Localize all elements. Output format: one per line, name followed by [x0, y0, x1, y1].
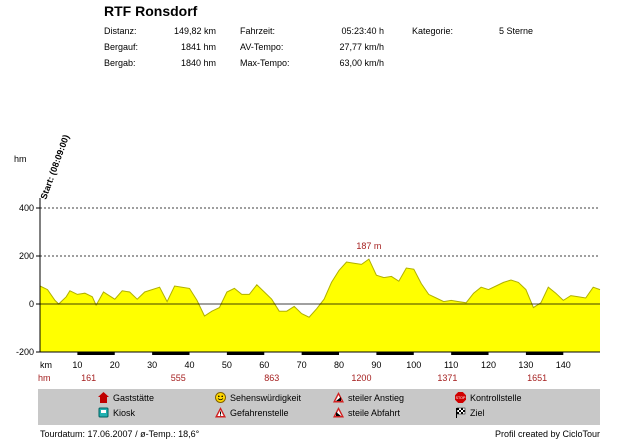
peak-annotation: 187 m — [356, 241, 381, 251]
axis-band — [301, 352, 340, 355]
legend-item-ziel: Ziel — [455, 407, 485, 418]
stat-value-avg-speed: 27,77 km/h — [339, 42, 384, 52]
stat-label-avg-speed: AV-Tempo: — [240, 42, 284, 52]
y-tick-label: -200 — [16, 347, 34, 357]
stat-label-category: Kategorie: — [412, 26, 454, 36]
hm-marker-label: 161 — [81, 373, 96, 383]
steep-descent-icon — [333, 407, 344, 418]
finish-flag-icon — [456, 407, 466, 418]
stat-value-max-speed: 63,00 km/h — [339, 58, 384, 68]
legend-item-gefahrenstelle: Gefahrenstelle — [215, 407, 289, 418]
stop-sign-icon: STOP — [455, 392, 466, 403]
stat-value-category: 5 Sterne — [499, 26, 534, 36]
hm-marker-label: 1651 — [527, 373, 547, 383]
x-tick-label: 70 — [297, 360, 307, 370]
legend-item-steiler-anstieg: steiler Anstieg — [333, 392, 404, 403]
elevation-line — [39, 258, 601, 318]
stat-label-ascent: Bergauf: — [104, 42, 139, 52]
y-tick-label: 400 — [19, 203, 34, 213]
x-tick-label: 120 — [481, 360, 496, 370]
hm-marker-label: 1371 — [437, 373, 457, 383]
axis-band — [77, 352, 115, 355]
axis-band — [226, 352, 265, 355]
x-tick-label: 10 — [72, 360, 82, 370]
stat-value-distance: 149,82 km — [173, 26, 216, 36]
steep-climb-icon — [333, 392, 344, 403]
x-tick-label: 110 — [444, 360, 458, 370]
kiosk-icon — [98, 407, 109, 418]
route-title: RTF Ronsdorf — [104, 3, 198, 19]
hm-marker-label: 555 — [171, 373, 186, 383]
x-axis-label: km — [40, 360, 52, 370]
legend-item-kiosk: Kiosk — [98, 407, 135, 418]
x-tick-label: 30 — [147, 360, 157, 370]
stat-label-time: Fahrzeit: — [240, 26, 276, 36]
legend-label: steile Abfahrt — [348, 407, 401, 418]
x-tick-label: 100 — [406, 360, 421, 370]
legend-item-gaststaette: Gaststätte — [98, 392, 154, 403]
legend-label: Kontrollstelle — [470, 392, 522, 403]
warning-triangle-icon — [215, 407, 226, 418]
x-tick-label: 130 — [518, 360, 533, 370]
axis-band — [376, 352, 414, 355]
legend-label: Gaststätte — [113, 392, 155, 403]
stat-label-descent: Bergab: — [104, 58, 136, 68]
legend-label: Kiosk — [113, 407, 136, 418]
hm-marker-label: 863 — [264, 373, 279, 383]
footer-credit: Profil created by CicloTour — [494, 429, 600, 439]
y-tick-label: 200 — [19, 251, 34, 261]
axis-band — [525, 352, 564, 355]
y-axis-label: hm — [14, 154, 27, 164]
x-tick-label: 90 — [371, 360, 381, 370]
x-tick-label: 140 — [556, 360, 571, 370]
legend-item-kontrollstelle: STOP Kontrollstelle — [455, 392, 522, 403]
stop-sign-text: STOP — [456, 396, 466, 400]
elevation-profile-chart: -200 0 200 400 km 10 20 30 40 50 60 70 80 90 100 110 120… — [14, 133, 601, 383]
legend-label: Ziel — [470, 407, 485, 418]
stat-label-distance: Distanz: — [104, 26, 137, 36]
legend-label: Sehenswürdigkeit — [230, 392, 302, 403]
legend-label: steiler Anstieg — [348, 392, 405, 403]
axis-band — [152, 352, 190, 355]
elevation-area — [40, 259, 600, 352]
x-tick-label: 60 — [259, 360, 269, 370]
footer-tour-date: Tourdatum: 17.06.2007 / ø-Temp.: 18,6° — [40, 429, 200, 439]
house-icon — [98, 392, 109, 403]
legend-item-steile-abfahrt: steile Abfahrt — [333, 407, 400, 418]
x-tick-label: 40 — [185, 360, 195, 370]
hm-marker-label: 1200 — [351, 373, 371, 383]
smiley-icon — [215, 392, 226, 403]
stat-value-time: 05:23:40 h — [341, 26, 384, 36]
x-tick-label: 20 — [110, 360, 120, 370]
hm-row-label: hm — [38, 373, 51, 383]
axis-band — [451, 352, 489, 355]
x-tick-label: 50 — [222, 360, 232, 370]
legend-label: Gefahrenstelle — [230, 407, 289, 418]
start-time-label: Start: (08:09:00) — [38, 133, 71, 200]
stat-label-max-speed: Max-Tempo: — [240, 58, 290, 68]
legend-panel — [38, 389, 600, 425]
x-tick-label: 80 — [334, 360, 344, 370]
stat-value-descent: 1840 hm — [180, 58, 216, 68]
stat-value-ascent: 1841 hm — [180, 42, 216, 52]
legend-item-sehenswuerdigkeit: Sehenswürdigkeit — [215, 392, 301, 403]
y-tick-label: 0 — [29, 299, 34, 309]
